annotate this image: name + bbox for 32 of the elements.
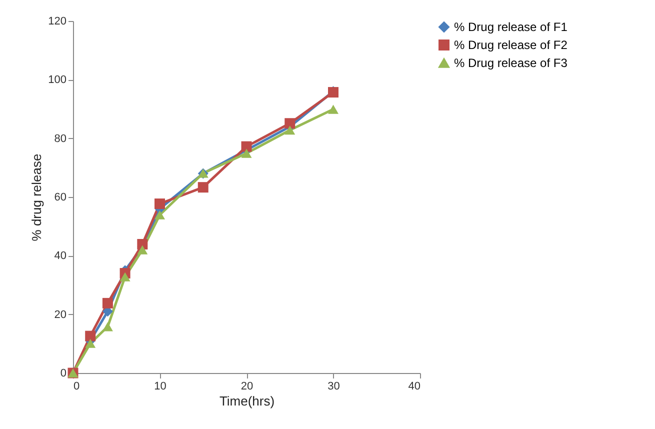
- point: [284, 126, 296, 135]
- point: [241, 148, 252, 158]
- point: [154, 210, 165, 220]
- point: [198, 182, 208, 193]
- point: [137, 238, 148, 250]
- x-axis-title: Time(hrs): [219, 394, 275, 408]
- point: [120, 272, 130, 282]
- y-tick-label: 80: [54, 132, 66, 145]
- point: [241, 141, 252, 152]
- point: [137, 245, 148, 254]
- point: [85, 338, 96, 348]
- point: [154, 198, 165, 209]
- x-tick-label: 40: [408, 380, 420, 392]
- legend-label: % Drug release of F1: [454, 20, 568, 34]
- point: [85, 330, 96, 342]
- point: [284, 118, 296, 129]
- y-tick-label: 100: [48, 74, 66, 86]
- x-tick-label: 30: [328, 380, 340, 392]
- point: [102, 322, 113, 332]
- x-tick-label: 20: [240, 380, 254, 392]
- y-tick-label: 120: [48, 16, 66, 28]
- y-axis-title: % drug release: [29, 154, 44, 242]
- legend-label: % Drug release of F3: [454, 56, 568, 70]
- x-tick-label: 0: [74, 380, 80, 392]
- point: [328, 104, 338, 114]
- y-tick-label: 40: [54, 250, 66, 262]
- point: [102, 298, 113, 308]
- x-tick-label: 10: [154, 380, 166, 392]
- y-tick-label: 0: [60, 368, 66, 380]
- y-tick-label: 20: [54, 308, 66, 321]
- legend-label: % Drug release of F2: [454, 38, 568, 52]
- y-tick-label: 60: [54, 192, 66, 204]
